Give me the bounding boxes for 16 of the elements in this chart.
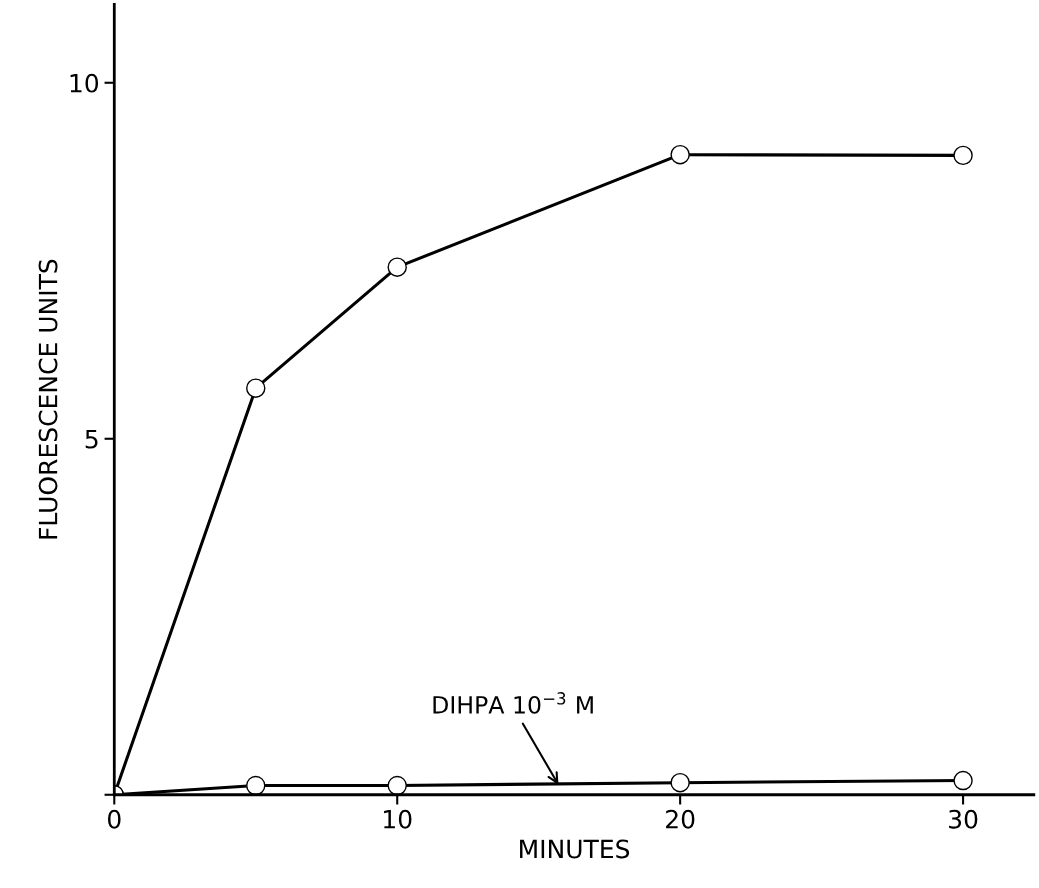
point xyxy=(246,378,266,398)
y-axis-title: FLUORESCENCE UNITS xyxy=(38,259,58,539)
annotation: DIHPA 10$^{−3}$ M xyxy=(433,692,593,714)
x-tick-label: 10 xyxy=(384,809,412,829)
x-tick-label: 0 xyxy=(107,809,121,829)
point xyxy=(246,775,266,795)
point xyxy=(387,775,407,795)
x-tick-label: 30 xyxy=(949,809,978,829)
point xyxy=(953,145,973,166)
point xyxy=(387,257,407,277)
x-axis-title: MINUTES xyxy=(520,839,630,859)
y-tick-label: 5 xyxy=(85,430,98,449)
x-tick-label: 20 xyxy=(666,809,695,829)
point xyxy=(670,144,690,165)
point xyxy=(953,770,973,791)
point xyxy=(670,772,690,793)
